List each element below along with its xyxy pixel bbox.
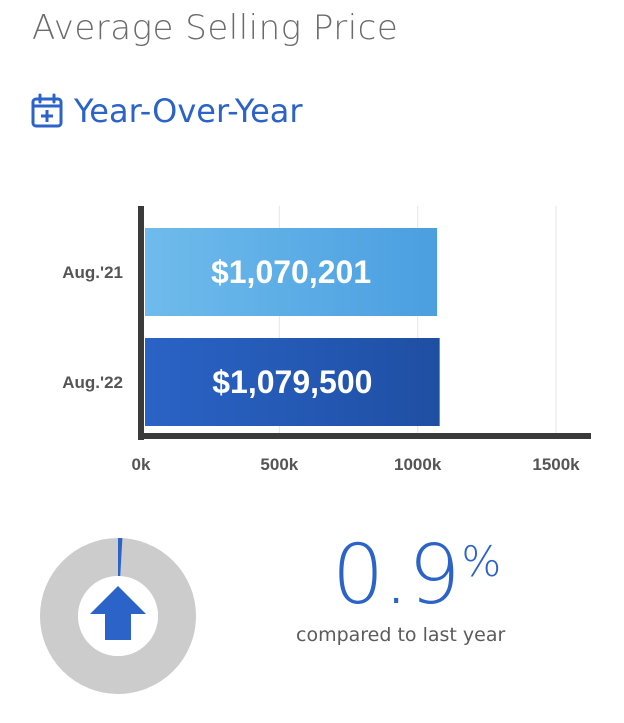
x-tick-label: 500k bbox=[260, 455, 298, 474]
bar-data-label: $1,070,201 bbox=[211, 254, 371, 290]
percent-sign: % bbox=[461, 537, 502, 586]
category-label: Aug.'21 bbox=[62, 263, 123, 282]
x-tick-label: 1000k bbox=[394, 455, 442, 474]
x-tick-label: 1500k bbox=[532, 455, 580, 474]
calendar-plus-icon bbox=[31, 93, 63, 128]
percent-change: 0.9 % bbox=[332, 535, 501, 617]
page-title: Average Selling Price bbox=[32, 8, 399, 48]
subtitle-row: Year-Over-Year bbox=[30, 92, 303, 130]
arrow-up-icon bbox=[90, 586, 146, 640]
bar bbox=[145, 338, 440, 426]
percent-value: 0.9 bbox=[332, 528, 460, 623]
comparison-caption: compared to last year bbox=[296, 624, 506, 646]
x-tick-label: 0k bbox=[132, 455, 151, 474]
change-donut bbox=[40, 538, 196, 694]
bar-chart: $1,070,201 Aug.'21 $1,079,500 Aug.'22 0k 500k… bbox=[62, 206, 591, 474]
bar-data-label: $1,079,500 bbox=[212, 364, 372, 400]
bar bbox=[145, 228, 438, 316]
category-label: Aug.'22 bbox=[62, 373, 123, 392]
donut-progress-segment bbox=[40, 538, 196, 694]
subtitle: Year-Over-Year bbox=[74, 92, 303, 130]
